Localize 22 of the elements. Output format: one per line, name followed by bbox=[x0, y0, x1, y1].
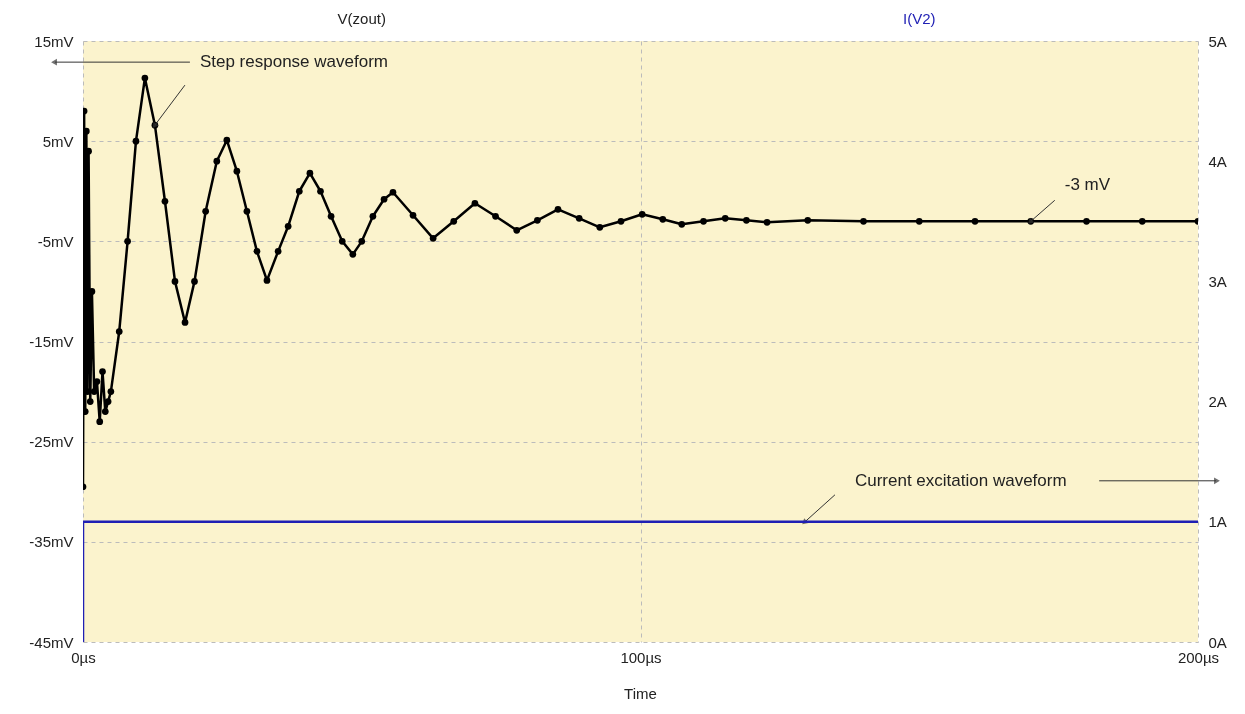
x-tick-label: 100µs bbox=[620, 648, 662, 666]
y2-tick-label: 3A bbox=[1208, 272, 1227, 290]
text: I(V2) bbox=[902, 10, 936, 27]
y-tick-label: -5mV bbox=[37, 232, 74, 250]
y2-tick-label: 2A bbox=[1208, 393, 1227, 411]
y2-tick-label: 4A bbox=[1208, 152, 1227, 170]
y-tick-label: -35mV bbox=[29, 533, 74, 551]
y2-tick-label: 0A bbox=[1208, 633, 1227, 651]
text: V(zout) bbox=[337, 10, 386, 27]
y-tick-label: -25mV bbox=[29, 433, 74, 451]
x-axis-title: Time bbox=[624, 685, 657, 702]
x-tick-label: 0µs bbox=[71, 648, 96, 666]
y2-tick-label: 1A bbox=[1208, 513, 1227, 531]
annotation: -3 mV bbox=[1064, 175, 1111, 195]
annotation: Step response waveform bbox=[199, 52, 388, 72]
annotation: Current excitation waveform bbox=[854, 470, 1067, 490]
x-tick-label: 200µs bbox=[1177, 648, 1220, 666]
y-tick-label: 5mV bbox=[42, 132, 74, 150]
y-tick-label: -45mV bbox=[29, 633, 74, 651]
y-tick-label: -15mV bbox=[29, 333, 74, 350]
y-tick-label: 15mV bbox=[34, 32, 74, 50]
y2-tick-label: 5A bbox=[1208, 32, 1227, 50]
